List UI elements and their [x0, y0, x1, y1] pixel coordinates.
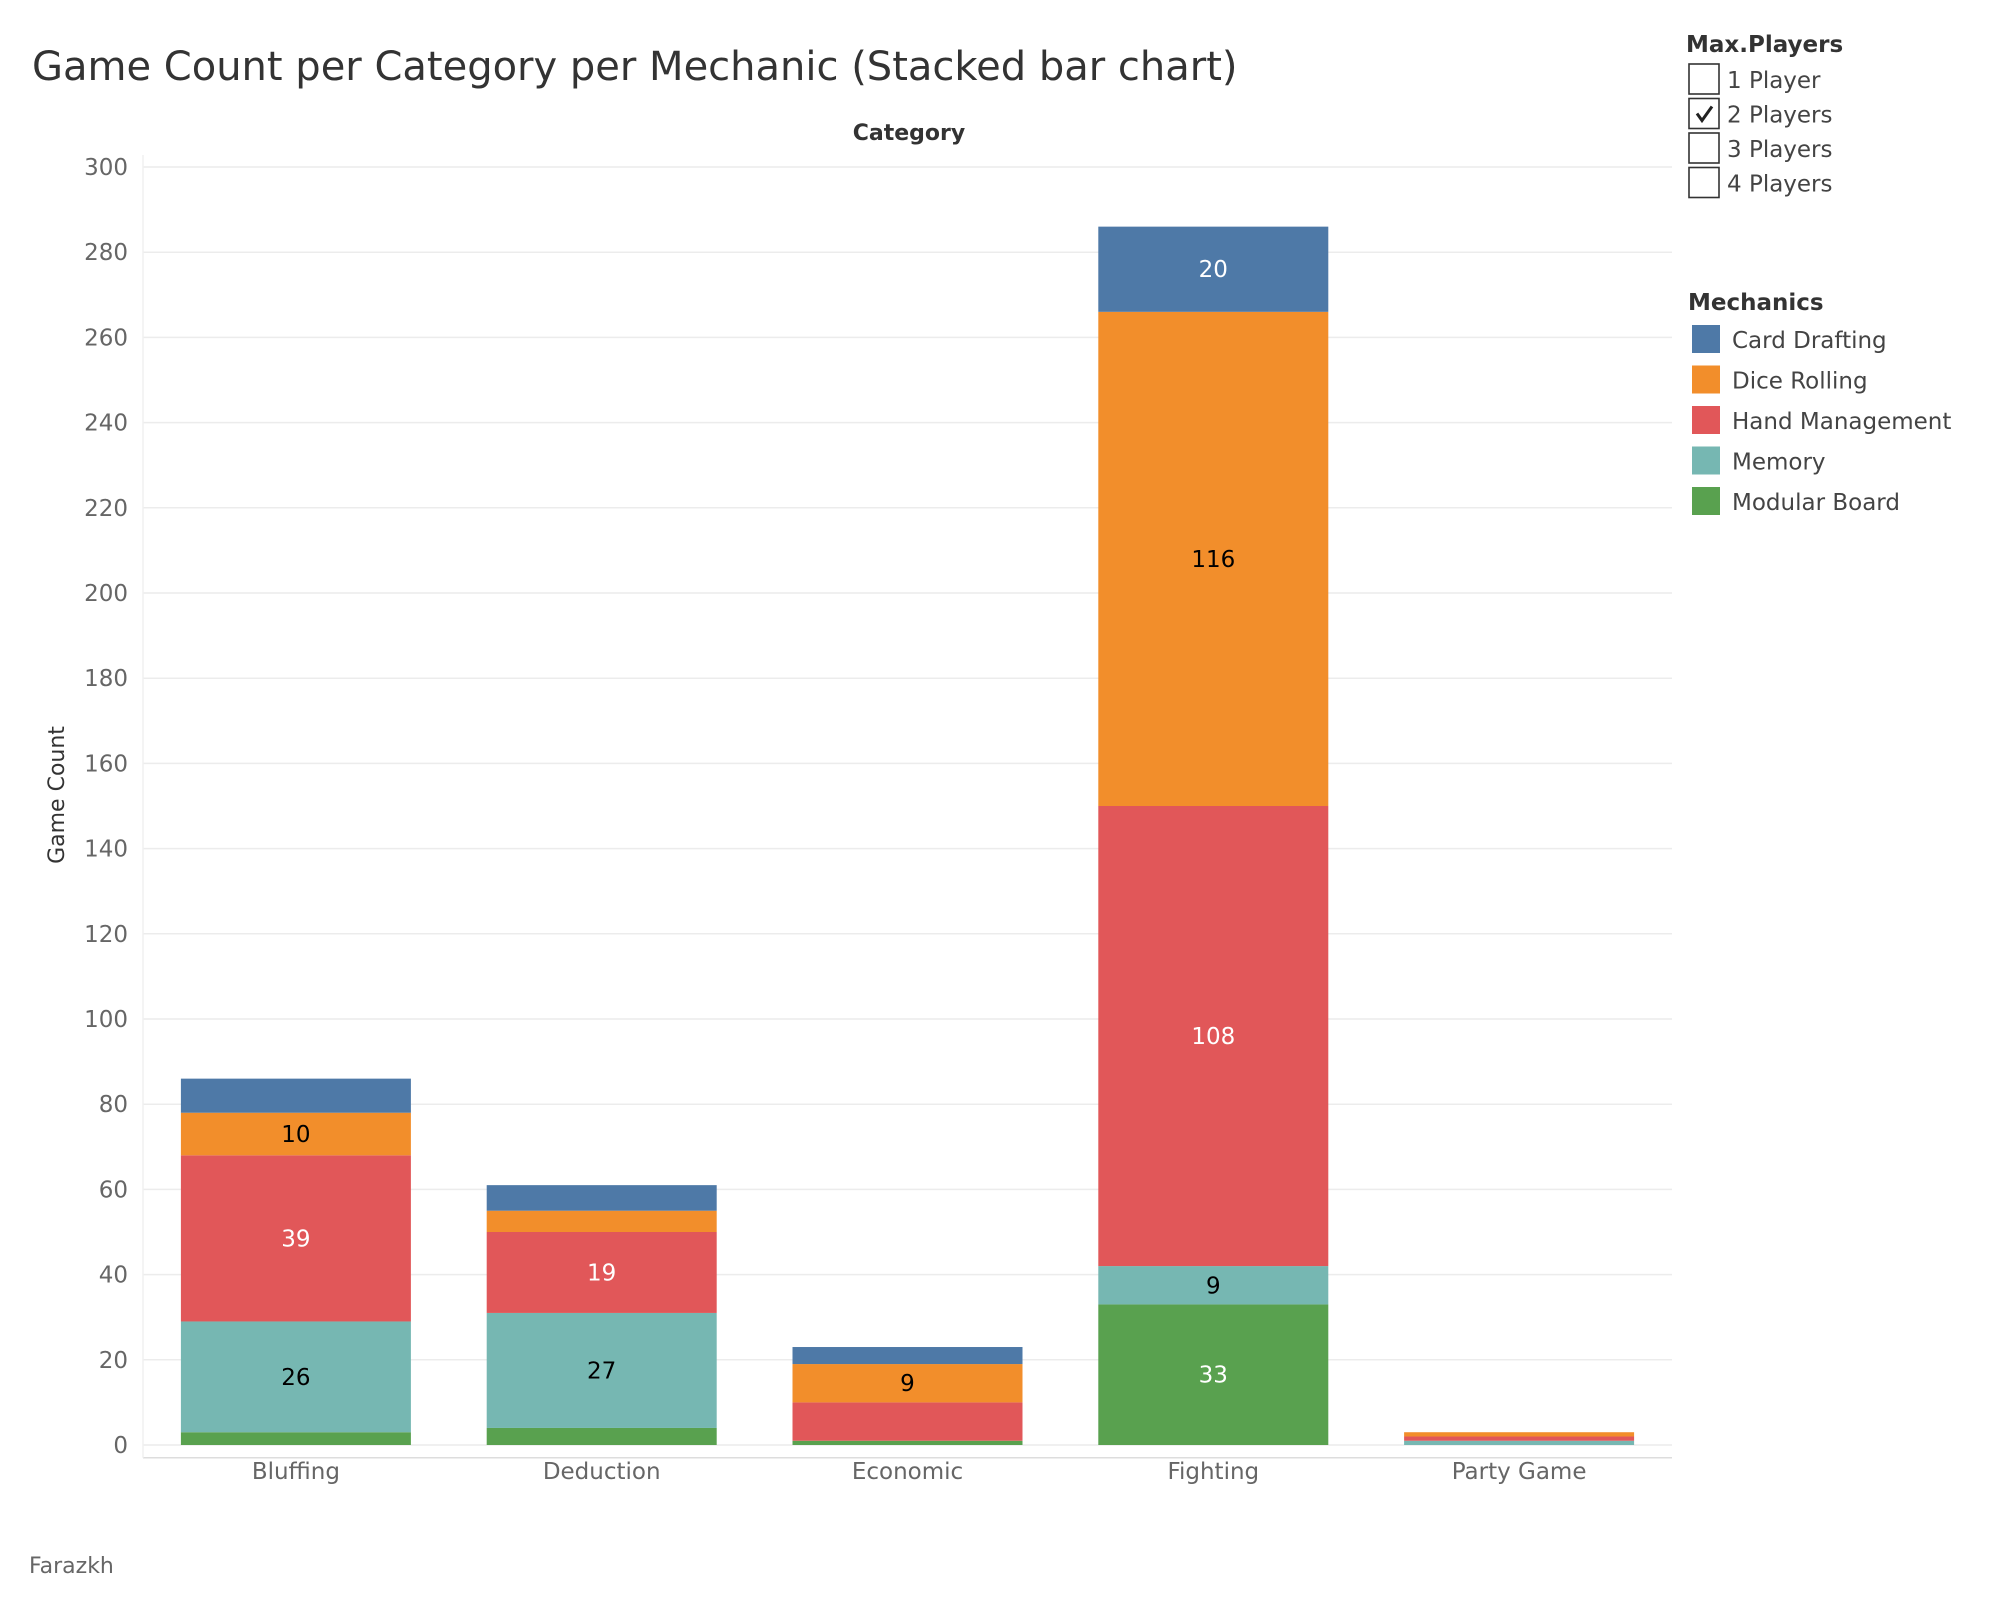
- filter-option-4[interactable]: 4 Players: [1688, 166, 1833, 199]
- y-tick-label: 60: [99, 1177, 128, 1203]
- segment-label-fighting-dice-rolling: 116: [1191, 547, 1235, 573]
- bar-bluffing-card-drafting: [180, 1078, 411, 1113]
- bar-deduction-memory: [486, 1312, 717, 1428]
- legend-item-card-drafting[interactable]: Card Drafting: [1692, 325, 1887, 354]
- checkbox[interactable]: [1688, 132, 1720, 164]
- segment-label-fighting-modular-board: 33: [1199, 1363, 1228, 1389]
- gridlines: [142, 155, 1672, 1459]
- bar-deduction-modular-board: [486, 1427, 717, 1445]
- legend-item-memory[interactable]: Memory: [1692, 446, 1826, 476]
- y-tick-label: 120: [84, 922, 128, 948]
- bar-economic-modular-board: [792, 1440, 1023, 1445]
- legend-swatch: [1692, 325, 1720, 353]
- bar-bluffing-dice-rolling: [180, 1112, 411, 1156]
- y-tick-label: 80: [99, 1092, 128, 1118]
- filter-title: Max.Players: [1686, 32, 1843, 58]
- segment-label-economic-dice-rolling: 9: [900, 1371, 915, 1397]
- checkbox[interactable]: [1688, 63, 1720, 95]
- legend-item-dice-rolling[interactable]: Dice Rolling: [1692, 365, 1868, 395]
- bar-deduction-card-drafting: [486, 1185, 717, 1211]
- segment-label-fighting-memory: 9: [1206, 1273, 1221, 1299]
- y-tick-label: 140: [84, 837, 128, 863]
- y-tick-label: 240: [84, 411, 128, 437]
- y-tick-label: 300: [84, 155, 128, 181]
- legend-swatch: [1692, 446, 1720, 475]
- checkbox[interactable]: [1688, 97, 1720, 130]
- y-tick-label: 100: [84, 1007, 128, 1033]
- bar-fighting-hand-management: [1098, 806, 1329, 1267]
- segment-label-fighting-card-drafting: 20: [1199, 257, 1228, 283]
- bar-bluffing-modular-board: [180, 1432, 411, 1445]
- legend-item-hand-management[interactable]: Hand Management: [1692, 406, 1951, 435]
- bar-party-game-memory: [1404, 1440, 1635, 1445]
- bar-bluffing-memory: [180, 1321, 411, 1433]
- filter-option-label: 1 Player: [1727, 68, 1821, 94]
- bar-fighting-modular-board: [1098, 1304, 1329, 1445]
- x-axis-ticks: Bluffing Deduction Economic Fighting Party G…: [252, 1459, 1587, 1485]
- y-tick-label: 160: [84, 751, 128, 777]
- legend-label: Memory: [1732, 450, 1826, 476]
- x-tick-label-party-game: Party Game: [1452, 1459, 1587, 1485]
- y-tick-label: 260: [84, 325, 128, 351]
- check-mark-icon: [1695, 105, 1714, 124]
- legend-swatch: [1692, 365, 1720, 394]
- segment-label-bluffing-memory: 26: [281, 1365, 310, 1391]
- y-axis-label: Game Count: [45, 726, 70, 864]
- legend-label: Modular Board: [1732, 490, 1900, 516]
- segment-label-fighting-hand-management: 108: [1191, 1024, 1235, 1050]
- y-axis-ticks: 0 20 40 60 80 100 120 140 160 180 200 220 240 260 280 3…: [84, 155, 128, 1459]
- y-tick-label: 200: [84, 581, 128, 607]
- segment-label-deduction-hand-management: 19: [587, 1260, 616, 1286]
- bar-bluffing-hand-management: [180, 1155, 411, 1322]
- bar-party-game-hand-management: [1404, 1436, 1635, 1441]
- segment-label-bluffing-dice-rolling: 10: [281, 1122, 310, 1148]
- legend-label: Dice Rolling: [1732, 369, 1868, 395]
- legend-swatch: [1692, 406, 1720, 434]
- filter-option-1[interactable]: 1 Player: [1688, 63, 1821, 95]
- legend-item-modular-board[interactable]: Modular Board: [1692, 487, 1900, 516]
- y-tick-label: 180: [84, 666, 128, 692]
- y-tick-label: 0: [113, 1433, 128, 1459]
- x-tick-label-deduction: Deduction: [543, 1459, 661, 1485]
- segment-label-bluffing-hand-management: 39: [281, 1226, 310, 1252]
- bars: [180, 226, 1635, 1445]
- x-tick-label-bluffing: Bluffing: [252, 1459, 340, 1485]
- y-tick-label: 280: [84, 240, 128, 266]
- bar-fighting-card-drafting: [1098, 226, 1329, 312]
- bar-deduction-dice-rolling: [486, 1210, 717, 1232]
- y-tick-label: 40: [99, 1263, 128, 1289]
- legend-title: Mechanics: [1688, 290, 1824, 316]
- filter-option-label: 4 Players: [1727, 172, 1833, 198]
- segment-labels: 26 39 10 27 19 9 33 9 108 116 20: [281, 257, 1235, 1397]
- legend-swatch: [1692, 487, 1720, 515]
- bar-economic-dice-rolling: [792, 1364, 1023, 1403]
- legend-label: Card Drafting: [1732, 328, 1887, 354]
- filter-option-label: 3 Players: [1727, 137, 1833, 163]
- checkbox[interactable]: [1688, 166, 1720, 199]
- bar-economic-hand-management: [792, 1402, 1023, 1441]
- bar-economic-card-drafting: [792, 1347, 1023, 1365]
- column-header: Category: [853, 121, 965, 146]
- segment-label-deduction-memory: 27: [587, 1358, 616, 1384]
- credit-text: Farazkh: [29, 1554, 114, 1579]
- filter-option-2[interactable]: 2 Players: [1688, 97, 1833, 130]
- legend-label: Hand Management: [1732, 409, 1951, 435]
- y-tick-label: 20: [99, 1348, 128, 1374]
- bar-deduction-hand-management: [486, 1232, 717, 1313]
- bar-fighting-dice-rolling: [1098, 311, 1329, 806]
- bar-party-game-dice-rolling: [1404, 1432, 1635, 1437]
- x-tick-label-fighting: Fighting: [1167, 1459, 1259, 1485]
- bar-fighting-memory: [1098, 1266, 1329, 1305]
- mechanics-legend: Mechanics Card Drafting Dice Rolling Hand …: [1688, 290, 1951, 516]
- x-tick-label-economic: Economic: [852, 1459, 963, 1485]
- filter-option-3[interactable]: 3 Players: [1688, 132, 1833, 164]
- y-tick-label: 220: [84, 496, 128, 522]
- filter-option-label: 2 Players: [1727, 103, 1833, 129]
- chart-title: Game Count per Category per Mechanic (St…: [32, 44, 1238, 90]
- max-players-filter: Max.Players 1 Player 2 Players 3 Players 4 …: [1686, 32, 1843, 199]
